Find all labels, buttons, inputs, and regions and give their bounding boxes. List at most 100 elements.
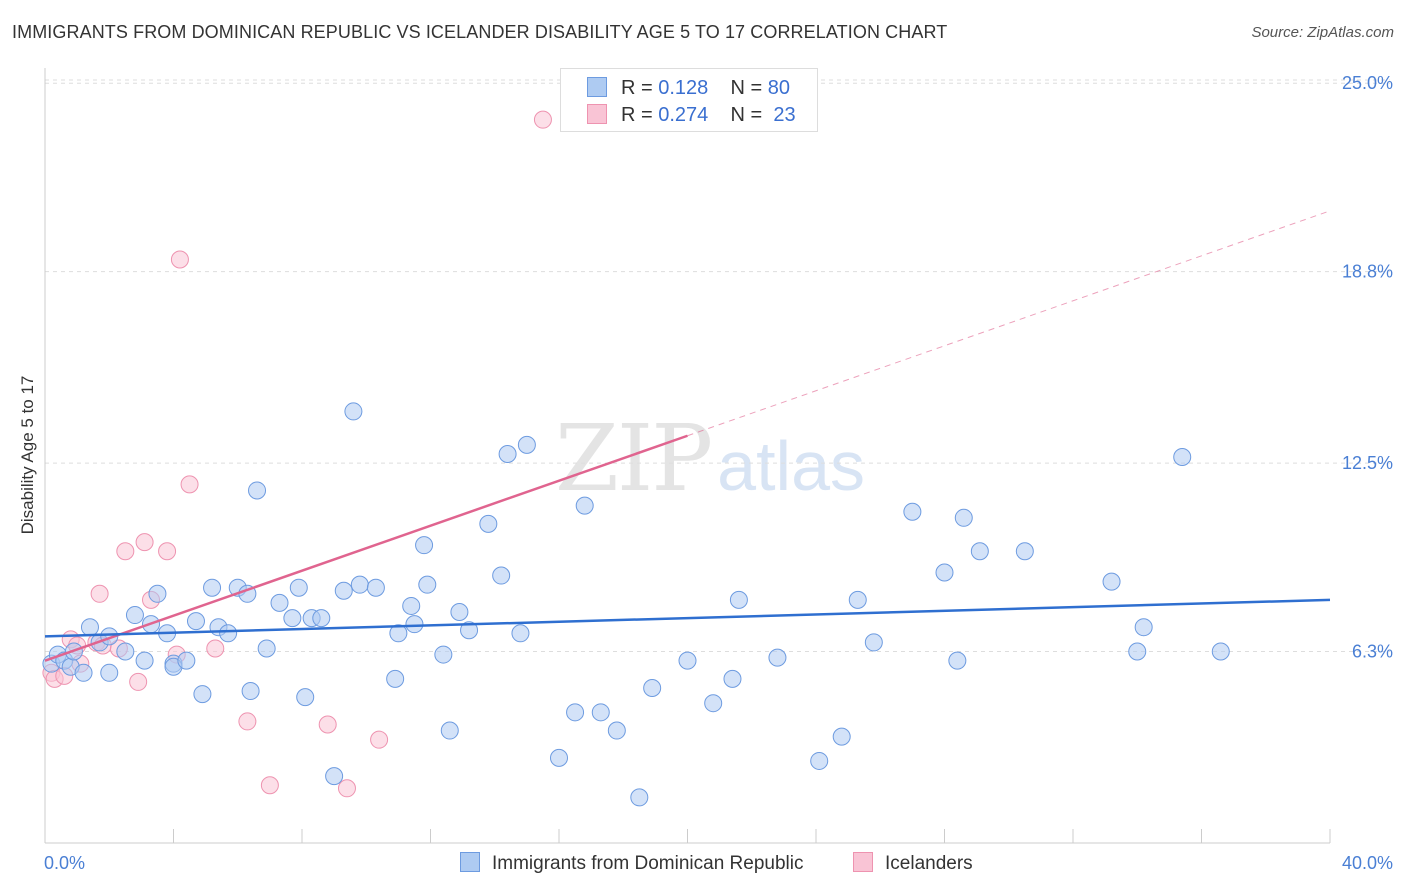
stats-legend: R = 0.128 N = 80 R = 0.274 N = 23 [560, 68, 818, 132]
icelanders-point [170, 250, 189, 269]
dominican-point [1173, 448, 1192, 467]
y-tick-label: 12.5% [1342, 453, 1393, 473]
legend-item-dominican[interactable]: Immigrants from Dominican Republic [460, 852, 804, 875]
dominican-point [903, 502, 922, 521]
r-label: R = [621, 77, 653, 99]
dominican-point [248, 481, 267, 500]
dominican-point [434, 645, 453, 664]
chart-title: IMMIGRANTS FROM DOMINICAN REPUBLIC VS IC… [12, 22, 948, 42]
n-value: 23 [773, 104, 796, 126]
blue-swatch-icon [587, 77, 607, 97]
source-credit: Source: ZipAtlas.com [1251, 24, 1394, 41]
icelanders-trend-line [44, 434, 688, 662]
dominican-point [948, 651, 967, 670]
x-tick-label-min: 0.0% [44, 853, 85, 873]
dominican-point [389, 624, 408, 643]
icelanders-point [129, 672, 148, 691]
dominican-point [296, 688, 315, 707]
y-tick-label: 18.8% [1342, 262, 1393, 282]
dominican-point [312, 609, 331, 628]
dominican-point [440, 721, 459, 740]
dominican-point [517, 435, 536, 454]
icelanders-point [260, 776, 279, 795]
legend-item-icelanders[interactable]: Icelanders [853, 852, 973, 875]
dominican-point [135, 651, 154, 670]
dominican-point [630, 788, 649, 807]
dominican-point [270, 593, 289, 612]
dominican-point [283, 609, 302, 628]
dominican-point [1102, 572, 1121, 591]
dominican-point [1134, 618, 1153, 637]
dominican-point [334, 581, 353, 600]
dominican-point [177, 651, 196, 670]
legend-label: Immigrants from Dominican Republic [492, 853, 804, 874]
gridlines [45, 79, 1390, 653]
dominican-point [575, 496, 594, 515]
dominican-point [970, 542, 989, 561]
dominican-point [723, 669, 742, 688]
dominican-point [511, 624, 530, 643]
r-value: 0.128 [658, 77, 709, 99]
dominican-point [402, 596, 421, 615]
trend-lines [44, 210, 1331, 662]
dominican-point [832, 727, 851, 746]
dominican-point [935, 563, 954, 582]
dominican-trend-line [44, 598, 1331, 638]
dominican-point [704, 694, 723, 713]
dominican-points [42, 402, 1230, 807]
dominican-point [768, 648, 787, 667]
dominican-point [460, 621, 479, 640]
tick-labels: 6.3% 12.5% 18.8% 25.0% 0.0% 40.0% [44, 73, 1393, 873]
y-tick-label: 25.0% [1342, 73, 1393, 93]
n-label: N = [730, 77, 763, 99]
icelanders-point [337, 779, 356, 798]
dominican-point [193, 685, 212, 704]
dominican-point [954, 508, 973, 527]
stats-row-dominican: R = 0.128 N = 80 [587, 77, 790, 101]
dominican-point [810, 751, 829, 770]
dominican-point [125, 606, 144, 625]
dominican-point [1128, 642, 1147, 661]
dominican-point [607, 721, 626, 740]
dominican-point [479, 514, 498, 533]
icelanders-point [370, 730, 389, 749]
dominican-point [350, 575, 369, 594]
dominican-point [678, 651, 697, 670]
dominican-point [492, 566, 511, 585]
icelanders-point [318, 715, 337, 734]
dominican-point [550, 748, 568, 767]
dominican-point [100, 663, 119, 682]
icelanders-point [533, 110, 552, 129]
dominican-point [80, 618, 99, 637]
dominican-point [864, 633, 883, 652]
dominican-point [116, 642, 135, 661]
y-tick-label: 6.3% [1352, 642, 1393, 662]
dominican-point [325, 767, 344, 786]
dominican-point [203, 578, 222, 597]
series-legend: Immigrants from Dominican Republic Icela… [0, 850, 1406, 880]
dominican-point [1015, 542, 1034, 561]
dominican-point [415, 536, 434, 555]
dominican-point [418, 575, 437, 594]
dominican-point [386, 669, 405, 688]
dominican-point [1211, 642, 1230, 661]
n-label: N = [730, 104, 763, 126]
icelanders-point [158, 542, 177, 561]
dominican-point [241, 682, 260, 701]
icelanders-point [135, 533, 154, 552]
pink-swatch-icon [853, 852, 873, 872]
dominican-point [366, 578, 385, 597]
dominican-point [219, 624, 238, 643]
icelanders-point [116, 542, 135, 561]
icelanders-trend-extension [687, 210, 1331, 437]
blue-swatch-icon [460, 852, 480, 872]
r-value: 0.274 [658, 104, 709, 126]
dominican-point [405, 615, 424, 634]
icelanders-point [180, 475, 199, 494]
icelanders-point [90, 584, 109, 603]
dominican-point [643, 679, 662, 697]
dominican-point [591, 703, 610, 722]
pink-swatch-icon [587, 104, 607, 124]
dominican-point [148, 584, 167, 603]
dominican-point [289, 578, 308, 597]
